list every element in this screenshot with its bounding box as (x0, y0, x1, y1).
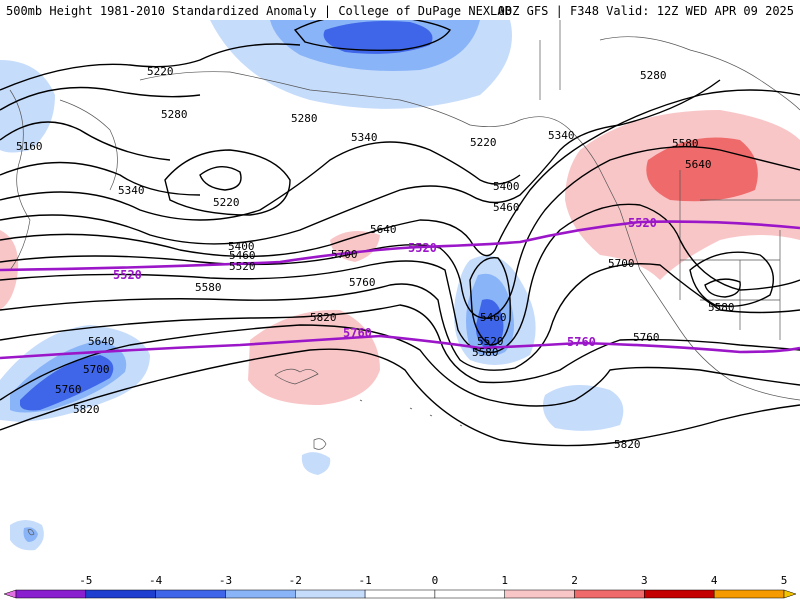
reference-contours (0, 220, 800, 360)
colorbar-swatch (85, 589, 156, 599)
label-5340-a: 5340 (118, 184, 145, 197)
colorbar-tick-label: 5 (780, 574, 788, 587)
colorbar-tick-label: 3 (641, 574, 648, 587)
colorbar-tick-label: 1 (501, 574, 509, 587)
ref-label-5760-b: 5760 (567, 335, 596, 349)
label-5580-a: 5580 (195, 281, 222, 294)
anomaly-neg-small-island (301, 452, 331, 475)
label-5820-b: 5820 (73, 403, 100, 416)
ref-label-5520-b: 5520 (408, 241, 437, 255)
height-contours (0, 20, 800, 447)
contour-5760-purple (0, 334, 800, 360)
anomaly-neg-mid-center-strong (475, 299, 504, 350)
label-5700-b: 5700 (83, 363, 110, 376)
reference-labels: 5520 5520 5520 5760 5760 (113, 216, 657, 349)
label-5580-c: 5580 (672, 137, 699, 150)
colorbar-min-arrow (3, 589, 17, 599)
label-5760-a: 5760 (349, 276, 376, 289)
colorbar-swatch (155, 589, 226, 599)
model-valid-time: 00Z GFS | F348 Valid: 12Z WED APR 09 202… (497, 4, 794, 18)
label-5520-a: 5520 (229, 260, 256, 273)
label-5400-b: 5400 (493, 180, 520, 193)
colorbar-tick-label: 2 (571, 574, 578, 587)
label-5400-a: 5400 (228, 240, 255, 253)
label-5220-c: 5220 (213, 196, 240, 209)
label-5460-c: 5460 (480, 311, 507, 324)
label-5640-a: 5640 (370, 223, 397, 236)
label-5700-a: 5700 (331, 248, 358, 261)
label-5580-b: 5580 (472, 346, 499, 359)
label-5280-b: 5280 (291, 112, 318, 125)
colorbar-swatch (225, 589, 296, 599)
colorbar-swatch (644, 589, 715, 599)
label-5580-d: 5580 (708, 301, 735, 314)
colorbar-tick-label: -1 (358, 574, 372, 587)
ref-label-5760-a: 5760 (343, 326, 372, 340)
map-title: 500mb Height 1981-2010 Standardized Anom… (6, 4, 512, 18)
anomaly-neg-topleft (0, 60, 55, 153)
colorbar-swatch (574, 589, 645, 599)
colorbar-tick-label: -2 (288, 574, 302, 587)
label-5340-c: 5340 (548, 129, 575, 142)
colorbar-tick-label: 0 (431, 574, 439, 587)
label-5160: 5160 (16, 140, 43, 153)
anomaly-shading (0, 20, 800, 551)
colorbar-tick-label: -3 (218, 574, 233, 587)
colorbar-swatch (434, 589, 505, 599)
anomaly-neg-lower-right (542, 385, 624, 431)
label-5640-c: 5640 (685, 158, 712, 171)
colorbar-swatch (295, 589, 366, 599)
colorbar-swatch (504, 589, 575, 599)
ref-label-5520-c: 5520 (628, 216, 657, 230)
label-5220-b: 5220 (470, 136, 497, 149)
height-anomaly-map: 5220 5220 5220 5280 5280 5280 5160 5340 … (0, 20, 800, 570)
label-5760-b: 5760 (55, 383, 82, 396)
label-5820-a: 5820 (310, 311, 337, 324)
label-5220-a: 5220 (147, 65, 174, 78)
title-bar: 500mb Height 1981-2010 Standardized Anom… (0, 0, 800, 20)
label-5760-c: 5760 (633, 331, 660, 344)
colorbar-max-arrow (783, 589, 797, 599)
colorbar-tick-label: -5 (79, 574, 93, 587)
anomaly-colorbar: -5 -4 -3 -2 -1 0 1 2 3 4 5 (0, 570, 800, 600)
label-5640-b: 5640 (88, 335, 115, 348)
colorbar-swatches (3, 589, 797, 599)
ref-label-5520-a: 5520 (113, 268, 142, 282)
colorbar-tick-label: -4 (149, 574, 163, 587)
label-5520-b: 5520 (477, 335, 504, 348)
contour-labels: 5220 5220 5220 5280 5280 5280 5160 5340 … (16, 65, 735, 451)
label-5700-c: 5700 (608, 257, 635, 270)
colorbar-swatch (15, 589, 87, 599)
anomaly-pos-right-mid (646, 137, 758, 202)
colorbar-swatch (364, 589, 436, 599)
anomaly-pos-center (248, 309, 380, 405)
anomaly-neg-top-strong (323, 21, 433, 54)
label-5340-b: 5340 (351, 131, 378, 144)
label-5460-b: 5460 (493, 201, 520, 214)
contour-5520-purple (0, 220, 800, 272)
label-5460-a: 5460 (229, 249, 256, 262)
coastlines (9, 20, 800, 536)
colorbar-swatch (713, 589, 785, 599)
label-5280-a: 5280 (161, 108, 188, 121)
label-5820-c: 5820 (614, 438, 641, 451)
anomaly-neg-left-strong (20, 355, 114, 411)
label-5280-c: 5280 (640, 69, 667, 82)
colorbar-tick-label: 4 (710, 574, 718, 587)
